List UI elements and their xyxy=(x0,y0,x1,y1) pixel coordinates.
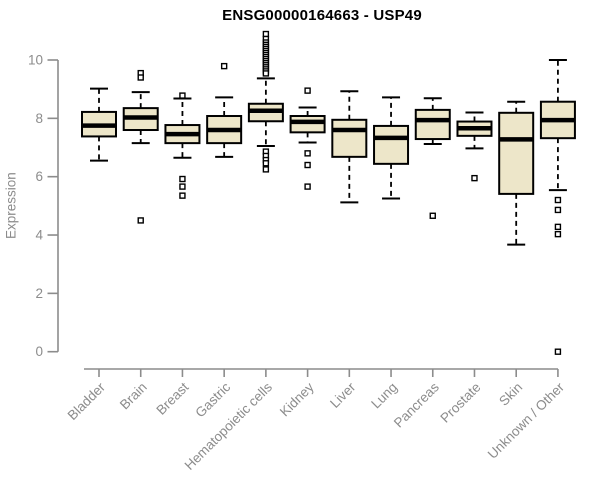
outlier-point xyxy=(179,183,186,190)
outlier-point xyxy=(262,70,270,77)
x-tick-label: Skin xyxy=(496,380,525,409)
outlier-point xyxy=(554,196,562,204)
x-tick-label: Prostate xyxy=(437,380,483,426)
outlier-point xyxy=(262,30,270,38)
x-tick-label: Brain xyxy=(117,380,150,413)
x-tick-label: Kidney xyxy=(277,379,317,419)
y-tick-label: 4 xyxy=(35,228,43,243)
box-pancreas xyxy=(414,108,451,141)
outlier-point xyxy=(554,223,562,231)
outlier-point xyxy=(304,150,311,157)
outlier-point xyxy=(179,192,186,199)
x-tick-label: Unknown / Other xyxy=(485,379,568,462)
chart-title: ENSG00000164663 - USP49 xyxy=(222,7,422,24)
x-tick-label: Liver xyxy=(327,379,359,411)
x-tick-label: Breast xyxy=(153,379,191,417)
outlier-point xyxy=(554,230,562,238)
y-tick-label: 8 xyxy=(35,111,43,126)
x-tick-label: Gastric xyxy=(192,379,233,420)
outlier-point xyxy=(471,174,478,182)
outlier-point xyxy=(304,161,311,169)
box-skin xyxy=(498,111,535,195)
outlier-point xyxy=(304,87,311,94)
y-tick-label: 6 xyxy=(35,169,43,184)
box-liver xyxy=(331,118,368,158)
box-kidney xyxy=(289,115,326,134)
outlier-point xyxy=(554,348,562,355)
outlier-point xyxy=(304,183,311,190)
outlier-point xyxy=(179,92,186,99)
outlier-point xyxy=(220,62,228,70)
outlier-point xyxy=(554,206,562,214)
outlier-point xyxy=(429,212,436,219)
outlier-point xyxy=(137,217,144,224)
x-tick-label: Bladder xyxy=(65,379,109,423)
box-lung xyxy=(373,124,410,165)
y-tick-label: 2 xyxy=(35,286,43,301)
outlier-point xyxy=(179,175,186,183)
x-tick-label: Lung xyxy=(368,380,400,412)
y-tick-label: 0 xyxy=(35,344,43,359)
outlier-point xyxy=(262,160,270,167)
x-tick-label: Pancreas xyxy=(391,379,442,430)
outlier-point xyxy=(137,74,144,81)
y-tick-label: 10 xyxy=(28,53,43,68)
outlier-point xyxy=(262,166,270,173)
